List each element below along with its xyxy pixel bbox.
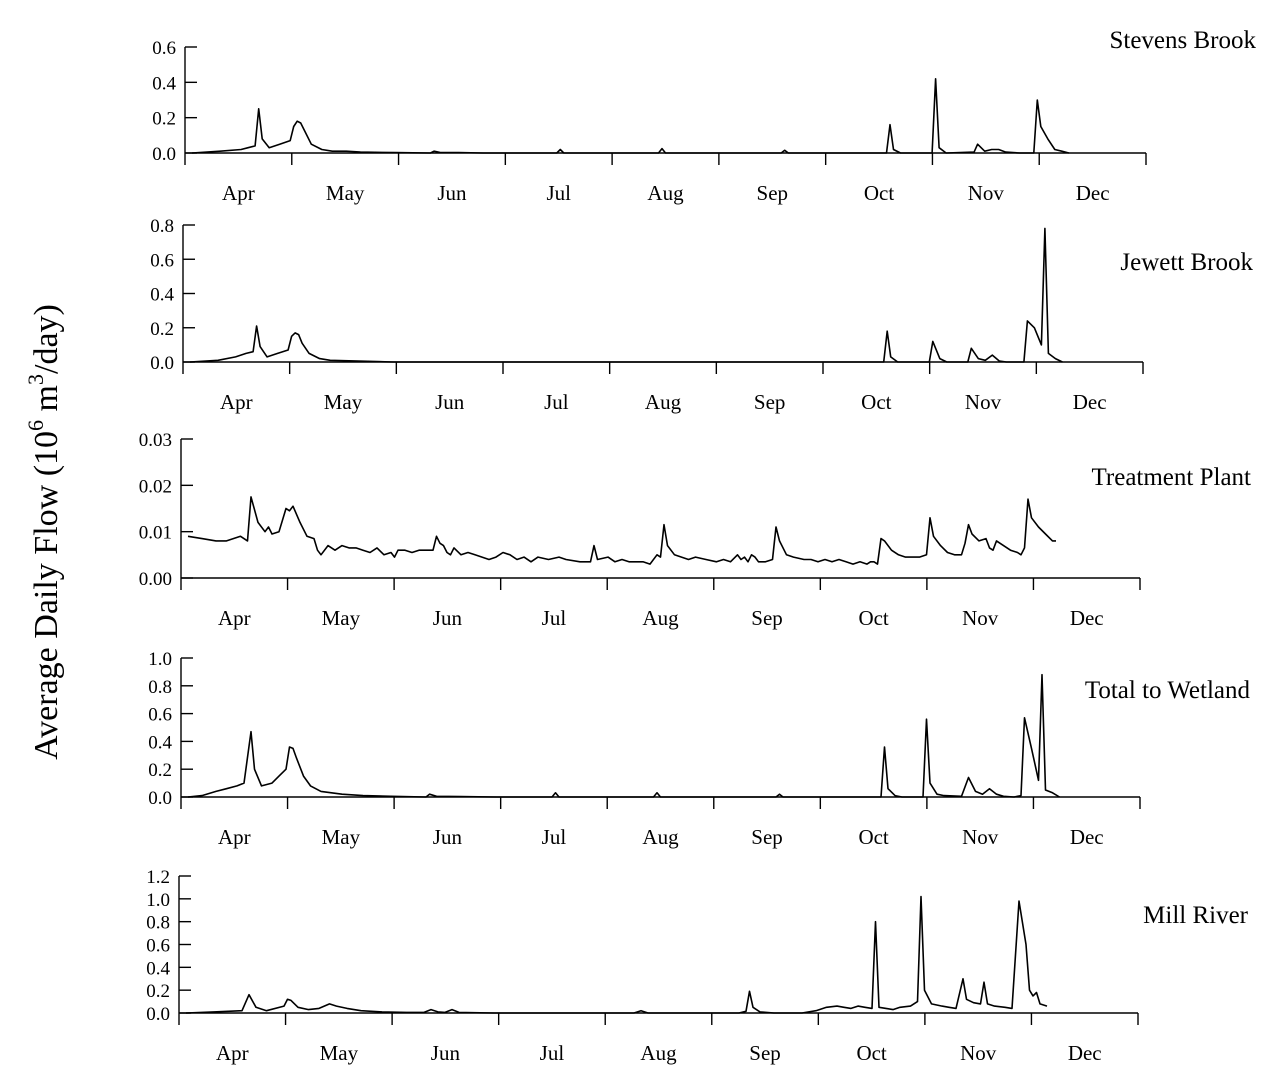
x-tick-label-jul: Jul bbox=[542, 606, 567, 630]
x-tick-label-jul: Jul bbox=[542, 825, 567, 849]
y-tick-label: 0.4 bbox=[146, 958, 170, 979]
panel-treatment-plant: 0.00 0.01 0.02 0.03 Apr May Jun Jul Aug Sep Oct Nov… bbox=[139, 430, 1251, 630]
x-tick-label-oct: Oct bbox=[858, 606, 888, 630]
y-tick-label: 0.8 bbox=[148, 677, 172, 698]
series-line-total-to-wetland bbox=[187, 673, 1060, 798]
y-axis-title-text: Average Daily Flow (10 bbox=[28, 431, 65, 760]
x-tick-label-aug: Aug bbox=[647, 181, 684, 205]
x-tick-label-nov: Nov bbox=[960, 1041, 997, 1065]
x-tick-label-sep: Sep bbox=[751, 825, 783, 849]
panel-title: Total to Wetland bbox=[1085, 677, 1251, 704]
x-tick-label-dec: Dec bbox=[1076, 181, 1110, 205]
y-tick-label: 0.6 bbox=[150, 250, 174, 271]
y-tick-label: 0.00 bbox=[139, 569, 172, 590]
series-line-treatment-plant bbox=[187, 496, 1056, 565]
x-tick-label-jun: Jun bbox=[433, 825, 463, 849]
y-tick-label: 0.6 bbox=[146, 936, 170, 957]
x-tick-label-aug: Aug bbox=[642, 606, 679, 630]
y-tick-label: 0.6 bbox=[148, 705, 172, 726]
x-tick-label-nov: Nov bbox=[962, 825, 999, 849]
y-axis-title-exponent: 6 bbox=[23, 420, 48, 431]
x-tick-label-oct: Oct bbox=[864, 181, 894, 205]
panel-title: Mill River bbox=[1143, 902, 1249, 929]
x-tick-label-jul: Jul bbox=[544, 390, 569, 414]
x-tick-label-jun: Jun bbox=[433, 606, 463, 630]
x-tick-label-aug: Aug bbox=[640, 1041, 677, 1065]
y-tick-label: 0.4 bbox=[152, 73, 176, 94]
x-tick-label-dec: Dec bbox=[1068, 1041, 1102, 1065]
x-tick-label-apr: Apr bbox=[222, 181, 255, 205]
y-tick-label: 1.0 bbox=[148, 649, 172, 670]
panel-title: Treatment Plant bbox=[1092, 464, 1252, 491]
x-tick-label-may: May bbox=[324, 390, 363, 414]
x-tick-label-may: May bbox=[326, 181, 365, 205]
panel-total-to-wetland: 0.0 0.2 0.4 0.6 0.8 1.0 Apr May Jun Jul Aug Sep Oct N… bbox=[148, 649, 1250, 849]
x-tick-label-dec: Dec bbox=[1070, 606, 1104, 630]
y-tick-label: 0.0 bbox=[152, 144, 176, 165]
x-tick-label-dec: Dec bbox=[1073, 390, 1107, 414]
y-axis-title: Average Daily Flow (106 m3/day) bbox=[23, 304, 65, 760]
x-tick-label-jul: Jul bbox=[546, 181, 571, 205]
panel-title: Jewett Brook bbox=[1120, 249, 1253, 276]
x-tick-label-nov: Nov bbox=[965, 390, 1002, 414]
y-tick-label: 0.2 bbox=[150, 319, 174, 340]
y-tick-label: 0.2 bbox=[152, 109, 176, 130]
y-tick-label: 1.0 bbox=[146, 890, 170, 911]
x-tick-label-aug: Aug bbox=[642, 825, 679, 849]
x-tick-label-oct: Oct bbox=[856, 1041, 886, 1065]
x-tick-label-oct: Oct bbox=[861, 390, 891, 414]
y-tick-label: 0.4 bbox=[150, 285, 174, 306]
x-tick-label-apr: Apr bbox=[218, 825, 251, 849]
y-tick-label: 0.2 bbox=[146, 981, 170, 1002]
x-tick-label-may: May bbox=[322, 825, 361, 849]
series-line-mill-river bbox=[185, 895, 1048, 1014]
y-axis-title-unit-exponent: 3 bbox=[23, 374, 48, 385]
x-tick-label-sep: Sep bbox=[749, 1041, 781, 1065]
y-tick-label: 0.4 bbox=[148, 732, 172, 753]
y-axis-title-suffix: /day) bbox=[28, 304, 65, 374]
x-tick-label-aug: Aug bbox=[645, 390, 682, 414]
y-tick-label: 0.01 bbox=[139, 523, 172, 544]
x-tick-label-dec: Dec bbox=[1070, 825, 1104, 849]
y-tick-label: 0.2 bbox=[148, 760, 172, 781]
y-tick-label: 1.2 bbox=[146, 867, 170, 888]
x-tick-label-nov: Nov bbox=[968, 181, 1005, 205]
x-tick-label-apr: Apr bbox=[216, 1041, 249, 1065]
y-tick-label: 0.02 bbox=[139, 476, 172, 497]
x-tick-label-apr: Apr bbox=[218, 606, 251, 630]
y-tick-label: 0.8 bbox=[146, 913, 170, 934]
y-tick-label: 0.0 bbox=[150, 353, 174, 374]
y-tick-label: 0.0 bbox=[146, 1004, 170, 1025]
x-tick-label-sep: Sep bbox=[751, 606, 783, 630]
panel-jewett-brook: 0.0 0.2 0.4 0.6 0.8 Apr May Jun Jul Aug Sep Oct Nov D… bbox=[150, 216, 1253, 414]
y-tick-label: 0.03 bbox=[139, 430, 172, 451]
panel-title: Stevens Brook bbox=[1109, 27, 1256, 54]
x-tick-label-nov: Nov bbox=[962, 606, 999, 630]
panel-stevens-brook: 0.0 0.2 0.4 0.6 Apr May Jun Jul Aug Sep Oct Nov Dec S… bbox=[152, 27, 1256, 205]
y-tick-label: 0.6 bbox=[152, 38, 176, 59]
y-tick-label: 0.8 bbox=[150, 216, 174, 237]
x-tick-label-jul: Jul bbox=[540, 1041, 565, 1065]
x-tick-label-may: May bbox=[322, 606, 361, 630]
x-tick-label-sep: Sep bbox=[754, 390, 786, 414]
series-line-jewett-brook bbox=[189, 227, 1063, 363]
svg-text:Average Daily Flow (106 m3/day: Average Daily Flow (106 m3/day) bbox=[23, 304, 65, 760]
panel-mill-river: 0.00.20.40.60.81.01.2 Apr May Jun Jul Aug Sep O… bbox=[146, 867, 1248, 1065]
y-tick-label: 0.0 bbox=[148, 788, 172, 809]
x-tick-label-apr: Apr bbox=[220, 390, 253, 414]
x-tick-label-sep: Sep bbox=[757, 181, 789, 205]
series-line-stevens-brook bbox=[191, 78, 1069, 154]
x-tick-label-jun: Jun bbox=[435, 390, 465, 414]
x-tick-label-jun: Jun bbox=[431, 1041, 461, 1065]
x-tick-label-oct: Oct bbox=[858, 825, 888, 849]
x-tick-label-jun: Jun bbox=[437, 181, 467, 205]
x-tick-label-may: May bbox=[320, 1041, 359, 1065]
y-axis-title-unit: m bbox=[28, 385, 65, 420]
